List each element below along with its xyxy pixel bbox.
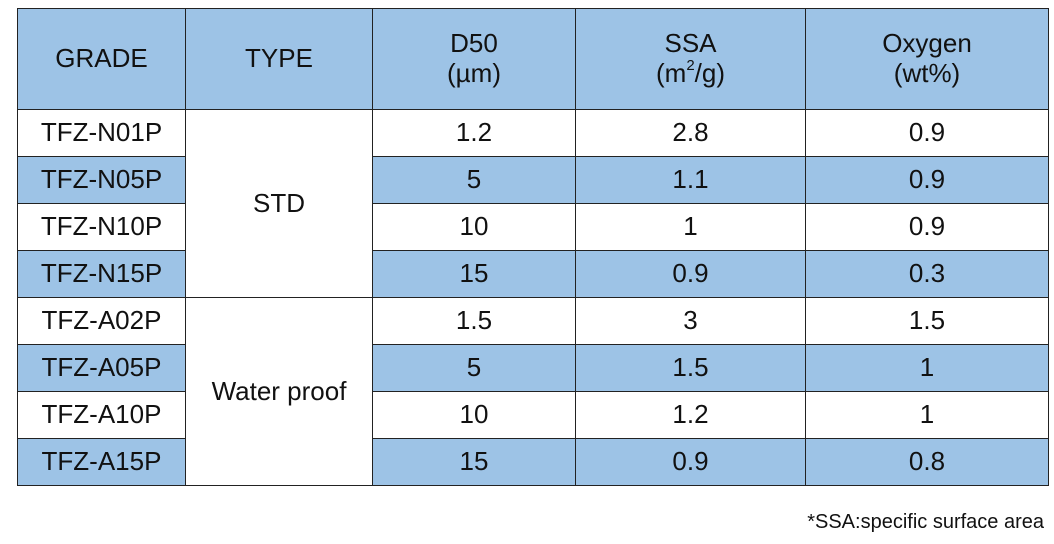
header-d50: D50 (µm) [372, 8, 576, 110]
oxygen-cell: 0.9 [805, 203, 1049, 251]
d50-cell: 5 [372, 156, 576, 204]
header-ssa-unit-close: /g) [694, 58, 725, 88]
grade-cell: TFZ-N05P [17, 156, 186, 204]
oxygen-cell: 1 [805, 344, 1049, 392]
product-spec-table: GRADE TYPE D50 (µm) SSA (m2/g) Oxygen (w… [17, 8, 1049, 486]
grade-cell: TFZ-N01P [17, 109, 186, 157]
ssa-cell: 0.9 [575, 250, 806, 298]
d50-cell: 1.5 [372, 297, 576, 345]
oxygen-cell: 0.9 [805, 156, 1049, 204]
ssa-cell: 3 [575, 297, 806, 345]
table-row: TFZ-A15P 15 0.9 0.8 [17, 438, 1049, 486]
d50-cell: 15 [372, 438, 576, 486]
oxygen-cell: 1.5 [805, 297, 1049, 345]
ssa-cell: 1.1 [575, 156, 806, 204]
ssa-cell: 1.2 [575, 391, 806, 439]
grade-cell: TFZ-N15P [17, 250, 186, 298]
ssa-cell: 0.9 [575, 438, 806, 486]
oxygen-cell: 0.8 [805, 438, 1049, 486]
d50-cell: 5 [372, 344, 576, 392]
table-row: TFZ-N15P 15 0.9 0.3 [17, 250, 1049, 298]
header-oxygen: Oxygen (wt%) [805, 8, 1049, 110]
d50-cell: 1.2 [372, 109, 576, 157]
d50-cell: 15 [372, 250, 576, 298]
ssa-cell: 1 [575, 203, 806, 251]
ssa-cell: 1.5 [575, 344, 806, 392]
header-ssa-unit-open: (m [655, 58, 687, 88]
type-cell-water-proof: Water proof [185, 297, 373, 486]
d50-cell: 10 [372, 203, 576, 251]
oxygen-cell: 0.3 [805, 250, 1049, 298]
oxygen-cell: 0.9 [805, 109, 1049, 157]
header-d50-unit: (µm) [447, 58, 501, 88]
footnote: *SSA:specific surface area [807, 511, 1044, 533]
table-row: TFZ-A05P 5 1.5 1 [17, 344, 1049, 392]
header-ssa-unit-sup: 2 [686, 57, 695, 75]
header-row: GRADE TYPE D50 (µm) SSA (m2/g) Oxygen (w… [17, 8, 1049, 110]
ssa-cell: 2.8 [575, 109, 806, 157]
header-ssa-unit: (m2/g) [576, 57, 805, 89]
grade-cell: TFZ-A02P [17, 297, 186, 345]
grade-cell: TFZ-N10P [17, 203, 186, 251]
grade-cell: TFZ-A05P [17, 344, 186, 392]
header-type: TYPE [185, 8, 373, 110]
header-d50-name: D50 [450, 28, 498, 59]
table-row: TFZ-N05P 5 1.1 0.9 [17, 156, 1049, 204]
header-oxygen-name: Oxygen [882, 28, 972, 59]
header-oxygen-unit: (wt%) [893, 58, 961, 88]
table-row: TFZ-A02P Water proof 1.5 3 1.5 [17, 297, 1049, 486]
d50-cell: 10 [372, 391, 576, 439]
table-row: TFZ-N10P 10 1 0.9 [17, 203, 1049, 251]
table-row: TFZ-A10P 10 1.2 1 [17, 391, 1049, 439]
header-ssa: SSA (m2/g) [575, 8, 806, 110]
table-row: TFZ-N01P STD 1.2 2.8 0.9 [17, 109, 1049, 298]
header-ssa-name: SSA [664, 28, 717, 59]
grade-cell: TFZ-A10P [17, 391, 186, 439]
oxygen-cell: 1 [805, 391, 1049, 439]
header-grade: GRADE [17, 8, 186, 110]
grade-cell: TFZ-A15P [17, 438, 186, 486]
type-cell-std: STD [185, 109, 373, 298]
